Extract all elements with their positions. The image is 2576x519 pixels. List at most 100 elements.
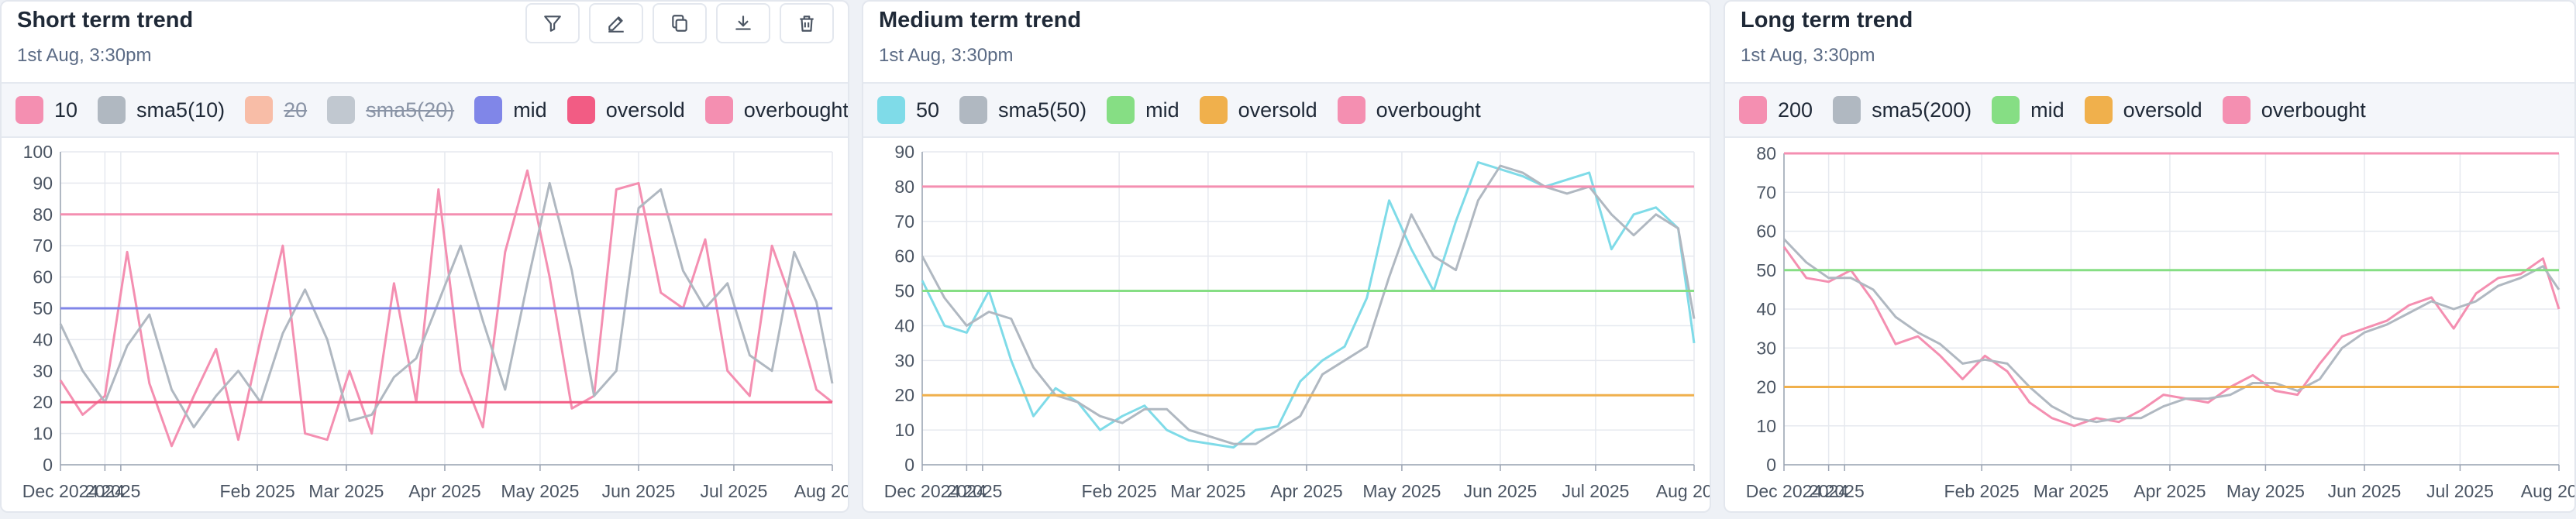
panel-title: Short term trend [17,8,194,33]
legend-label: sma5(20) [366,98,455,122]
panel-toolbar [525,3,834,43]
legend-swatch [1833,96,1861,124]
y-tick-label: 60 [894,246,914,266]
x-tick-label: Dec 2024 [1746,481,1823,501]
legend-item[interactable]: oversold [1199,96,1317,124]
y-tick-label: 0 [43,455,53,475]
y-tick-label: 20 [894,385,914,405]
legend-item[interactable]: 10 [15,96,77,124]
y-tick-label: 30 [1756,338,1776,358]
x-tick-label: 2025 [101,481,140,501]
medium-term-trend-panel: Medium term trend 1st Aug, 3:30pm 50 sma5… [862,0,1711,513]
x-tick-label: 2024 [947,481,987,501]
legend-item[interactable]: overbought [2222,96,2366,124]
legend-item[interactable]: overbought [704,96,849,124]
y-tick-label: 30 [894,350,914,370]
legend-label: sma5(10) [136,98,226,122]
short-term-trend-panel: Short term trend 1st Aug, 3:30pm [0,0,849,513]
chart-legend: 10 sma5(10) 20 sma5(20) mid oversold overbough… [2,82,848,138]
y-tick-label: 20 [33,392,53,412]
legend-label: 20 [284,98,308,122]
edit-button[interactable] [589,3,643,43]
y-tick-label: 80 [1756,143,1776,163]
legend-label: overbought [1376,98,1481,122]
legend-item[interactable]: sma5(10) [98,96,225,124]
legend-label: sma5(200) [1872,98,1972,122]
legend-label: 200 [1778,98,1813,122]
legend-item[interactable]: 50 [877,96,939,124]
legend-label: oversold [2123,98,2202,122]
y-tick-label: 70 [894,211,914,232]
legend-item[interactable]: sma5(50) [959,96,1087,124]
y-tick-label: 20 [1756,377,1776,397]
legend-swatch [704,96,733,124]
x-tick-label: Aug 2025 [2521,481,2574,501]
legend-swatch [567,96,595,124]
delete-button[interactable] [780,3,834,43]
y-tick-label: 30 [33,361,53,381]
legend-swatch [2084,96,2113,124]
long-term-trend-panel: Long term trend 1st Aug, 3:30pm 200 sma5(… [1724,0,2576,513]
legend-item[interactable]: sma5(20) [327,96,454,124]
x-tick-label: Apr 2025 [1270,481,1342,501]
edit-icon [608,16,624,33]
legend-item[interactable]: mid [1992,96,2065,124]
series-line-sma5(50) [921,164,1696,445]
x-tick-label: Feb 2025 [220,481,295,501]
legend-item[interactable]: oversold [567,96,685,124]
x-tick-label: Jun 2025 [602,481,676,501]
y-tick-label: 0 [1766,455,1776,475]
legend-item[interactable]: sma5(200) [1833,96,1972,124]
x-tick-label: Mar 2025 [308,481,384,501]
legend-label: overbought [743,98,849,122]
x-tick-label: 2025 [1825,481,1865,501]
legend-swatch [2222,96,2251,124]
legend-swatch [474,96,503,124]
x-tick-label: Dec 2024 [22,481,99,501]
y-tick-label: 100 [23,142,53,162]
panel-header: Long term trend 1st Aug, 3:30pm [1725,2,2574,82]
panel-header: Medium term trend 1st Aug, 3:30pm [863,2,1710,82]
legend-swatch [959,96,988,124]
x-tick-label: Feb 2025 [1944,481,2020,501]
x-tick-label: Jul 2025 [700,481,767,501]
y-tick-label: 10 [1756,416,1776,436]
y-tick-label: 50 [1756,260,1776,280]
y-tick-label: 70 [33,235,53,256]
filter-button[interactable] [525,3,580,43]
legend-label: oversold [605,98,685,122]
filter-icon [544,15,561,32]
legend-item[interactable]: oversold [2084,96,2202,124]
legend-item[interactable]: mid [474,96,547,124]
legend-swatch [1739,96,1767,124]
copy-button[interactable] [653,3,707,43]
x-tick-label: May 2025 [501,481,579,501]
x-tick-label: 2025 [963,481,1002,501]
x-tick-label: Apr 2025 [2133,481,2206,501]
legend-item[interactable]: mid [1107,96,1180,124]
y-tick-label: 40 [33,329,53,349]
legend-swatch [1992,96,2020,124]
y-tick-label: 70 [1756,182,1776,202]
panel-title: Medium term trend [879,8,1082,33]
legend-item[interactable]: 200 [1739,96,1813,124]
legend-swatch [245,96,274,124]
y-tick-label: 60 [33,267,53,287]
series-line-200 [1782,246,2561,428]
x-tick-label: Jul 2025 [2426,481,2494,501]
legend-swatch [15,96,43,124]
y-tick-label: 90 [33,173,53,193]
legend-label: mid [513,98,547,122]
legend-item[interactable]: overbought [1337,96,1481,124]
y-tick-label: 0 [904,455,914,475]
download-button[interactable] [716,3,770,43]
legend-swatch [1337,96,1365,124]
legend-item[interactable]: 20 [245,96,307,124]
x-tick-label: Jun 2025 [1464,481,1538,501]
y-tick-label: 10 [894,420,914,440]
legend-label: oversold [1238,98,1317,122]
legend-swatch [1107,96,1135,124]
